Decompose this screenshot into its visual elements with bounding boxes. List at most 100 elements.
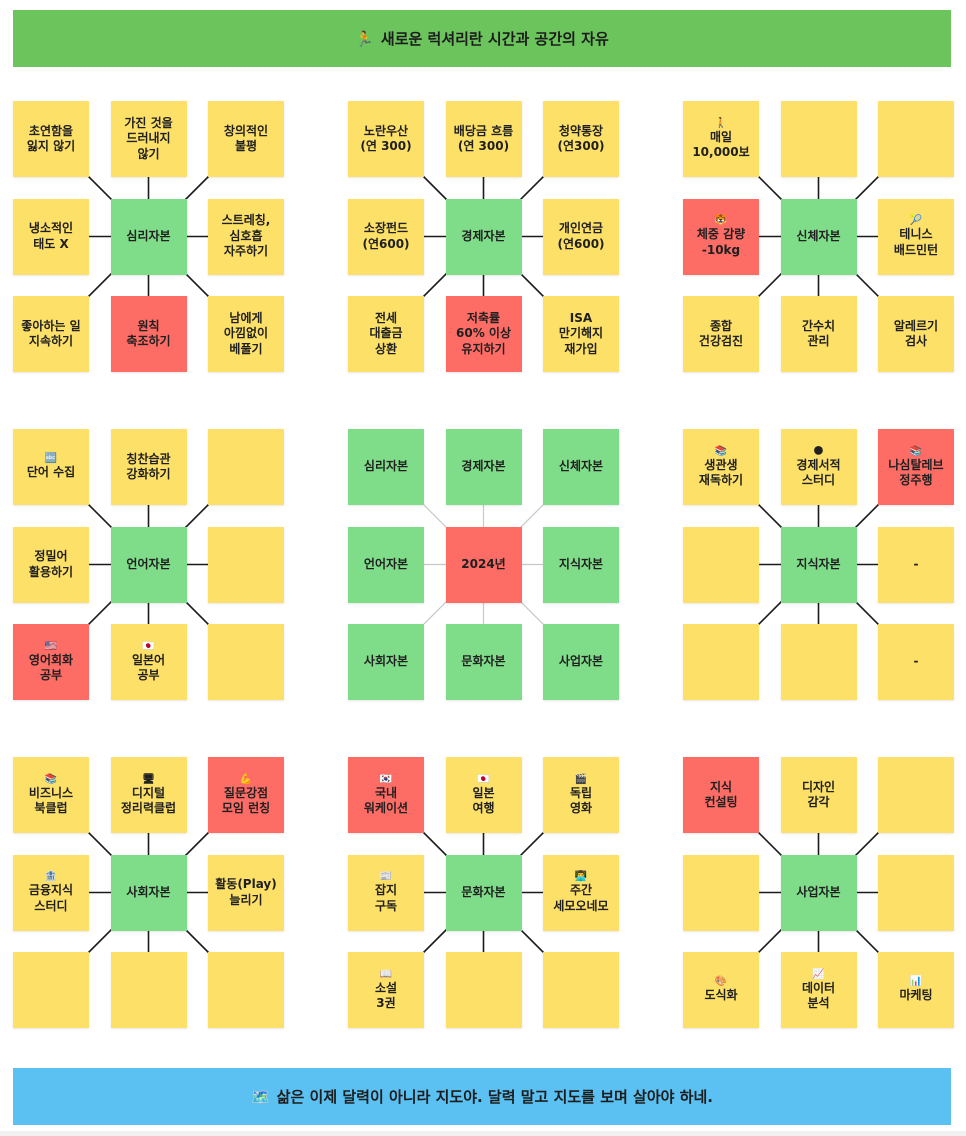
footer-text: 삶은 이제 달력이 아니라 지도야. 달력 말고 지도를 보며 살아야 하네.: [276, 1088, 713, 1106]
note-business-7[interactable]: 📈 데이터 분석: [780, 952, 857, 1028]
center-note-center[interactable]: 2024년: [445, 526, 522, 603]
note-psychology-6[interactable]: 좋아하는 일 지속하기: [13, 296, 89, 372]
note-business-5[interactable]: [878, 854, 954, 931]
note-business-3[interactable]: [683, 854, 759, 931]
note-culture-5[interactable]: 👨‍💻 주간 세모오네모: [543, 854, 619, 931]
note-business-1[interactable]: 디자인 감각: [780, 757, 857, 833]
note-text: 경제자본: [461, 459, 506, 474]
note-business-0[interactable]: 지식 컨설팅: [683, 757, 759, 833]
note-knowledge-8[interactable]: -: [878, 624, 954, 700]
note-knowledge-0[interactable]: 📚 생관생 재독하기: [683, 429, 759, 505]
note-economy-2[interactable]: 청약통장 (연300): [543, 101, 619, 177]
note-knowledge-1[interactable]: 🌑 경제서적 스터디: [780, 429, 857, 505]
note-knowledge-7[interactable]: [780, 624, 857, 700]
note-language-5[interactable]: [208, 526, 284, 603]
note-text: 나심탈레브 정주행: [888, 457, 944, 487]
note-knowledge-2[interactable]: 📚 나심탈레브 정주행: [878, 429, 954, 505]
note-center-7[interactable]: 문화자본: [445, 624, 522, 700]
note-emoji-icon: 🎬: [574, 773, 588, 785]
note-text: 사업자본: [558, 654, 604, 669]
note-emoji-icon: 📈: [812, 968, 825, 980]
note-economy-3[interactable]: 소장펀드 (연600): [348, 198, 424, 275]
note-social-8[interactable]: [208, 952, 284, 1028]
note-language-7[interactable]: 🇯🇵 일본어 공부: [110, 624, 187, 700]
center-note-business[interactable]: 사업자본: [780, 854, 857, 931]
note-body-1[interactable]: [780, 101, 857, 177]
note-emoji-icon: 📰: [379, 871, 393, 883]
note-social-1[interactable]: 🖥 디지털 정리력클럽: [110, 757, 187, 833]
note-social-7[interactable]: [110, 952, 187, 1028]
note-psychology-5[interactable]: 스트레칭, 심호흡 자주하기: [208, 198, 284, 275]
note-culture-6[interactable]: 📖 소설 3권: [348, 952, 424, 1028]
note-knowledge-3[interactable]: [683, 526, 759, 603]
note-economy-7[interactable]: 저축률 60% 이상 유지하기: [445, 296, 522, 372]
note-body-0[interactable]: 🚶 매일 10,000보: [683, 101, 759, 177]
note-business-6[interactable]: 🎨 도식화: [683, 952, 759, 1028]
center-note-economy[interactable]: 경제자본: [445, 198, 522, 275]
note-center-5[interactable]: 지식자본: [543, 526, 619, 603]
header-title: 새로운 럭셔리란 시간과 공간의 자유: [380, 30, 609, 48]
note-economy-1[interactable]: 배당금 흐름 (연 300): [445, 101, 522, 177]
center-note-social[interactable]: 사회자본: [110, 854, 187, 931]
note-text: 저축률 60% 이상 유지하기: [456, 310, 511, 356]
note-psychology-3[interactable]: 냉소적인 태도 X: [13, 198, 89, 275]
note-center-2[interactable]: 신체자본: [543, 429, 619, 505]
note-social-2[interactable]: 💪 질문강점 모임 런칭: [208, 757, 284, 833]
note-center-6[interactable]: 사회자본: [348, 624, 424, 700]
note-business-8[interactable]: 📊 마케팅: [878, 952, 954, 1028]
note-language-8[interactable]: [208, 624, 284, 700]
center-note-psychology[interactable]: 심리자본: [110, 198, 187, 275]
note-body-3[interactable]: 🐯 체중 감량 -10kg: [683, 198, 759, 275]
note-culture-1[interactable]: 🇯🇵 일본 여행: [445, 757, 522, 833]
note-language-3[interactable]: 정밀어 활용하기: [13, 526, 89, 603]
note-social-6[interactable]: [13, 952, 89, 1028]
note-emoji-icon: 🎨: [714, 976, 728, 988]
note-psychology-7[interactable]: 원칙 축조하기: [110, 296, 187, 372]
note-body-8[interactable]: 알레르기 검사: [878, 296, 954, 372]
center-note-culture[interactable]: 문화자본: [445, 854, 522, 931]
note-text: 비즈니스 북클럽: [28, 785, 74, 815]
note-language-6[interactable]: 🇺🇸 영어회화 공부: [13, 624, 89, 700]
note-economy-5[interactable]: 개인연금 (연600): [543, 198, 619, 275]
note-social-5[interactable]: 활동(Play) 늘리기: [208, 854, 284, 931]
note-body-2[interactable]: [878, 101, 954, 177]
center-note-language[interactable]: 언어자본: [110, 526, 187, 603]
note-culture-0[interactable]: 🇰🇷 국내 워케이션: [348, 757, 424, 833]
note-knowledge-5[interactable]: -: [878, 526, 954, 603]
note-culture-8[interactable]: [543, 952, 619, 1028]
note-language-0[interactable]: 🔤 단어 수집: [13, 429, 89, 505]
note-text: 영어회화 공부: [28, 652, 74, 682]
note-language-1[interactable]: 칭찬습관 강화하기: [110, 429, 187, 505]
note-psychology-8[interactable]: 남에게 아낌없이 베풀기: [208, 296, 284, 372]
note-psychology-1[interactable]: 가진 것을 드러내지 않기: [110, 101, 187, 177]
note-culture-2[interactable]: 🎬 독립 영화: [543, 757, 619, 833]
note-center-8[interactable]: 사업자본: [543, 624, 619, 700]
note-emoji-icon: 🇯🇵: [142, 640, 155, 652]
note-social-0[interactable]: 📚 비즈니스 북클럽: [13, 757, 89, 833]
note-language-2[interactable]: [208, 429, 284, 505]
note-body-5[interactable]: 🎾 테니스 배드민턴: [878, 198, 954, 275]
center-note-body[interactable]: 신체자본: [780, 198, 857, 275]
note-culture-7[interactable]: [445, 952, 522, 1028]
note-text: 가진 것을 드러내지 않기: [124, 115, 173, 161]
center-note-knowledge[interactable]: 지식자본: [780, 526, 857, 603]
note-economy-8[interactable]: ISA 만기해지 재가입: [543, 296, 619, 372]
note-psychology-2[interactable]: 창의적인 불평: [208, 101, 284, 177]
note-text: 주간 세모오네모: [553, 883, 609, 913]
note-body-7[interactable]: 간수치 관리: [780, 296, 857, 372]
note-center-1[interactable]: 경제자본: [445, 429, 522, 505]
note-business-2[interactable]: [878, 757, 954, 833]
note-social-3[interactable]: 🏦 금융지식 스터디: [13, 854, 89, 931]
note-culture-3[interactable]: 📰 잡지 구독: [348, 854, 424, 931]
note-center-3[interactable]: 언어자본: [348, 526, 424, 603]
note-psychology-0[interactable]: 초연함을 잃지 않기: [13, 101, 89, 177]
note-economy-0[interactable]: 노란우산 (연 300): [348, 101, 424, 177]
note-text: 사회자본: [363, 654, 409, 669]
note-center-0[interactable]: 심리자본: [348, 429, 424, 505]
note-economy-6[interactable]: 전세 대출금 상환: [348, 296, 424, 372]
note-body-6[interactable]: 종합 건강검진: [683, 296, 759, 372]
note-knowledge-6[interactable]: [683, 624, 759, 700]
note-emoji-icon: 💪: [239, 773, 253, 785]
note-text: 디자인 감각: [801, 779, 836, 809]
note-text: 칭찬습관 강화하기: [126, 451, 171, 481]
